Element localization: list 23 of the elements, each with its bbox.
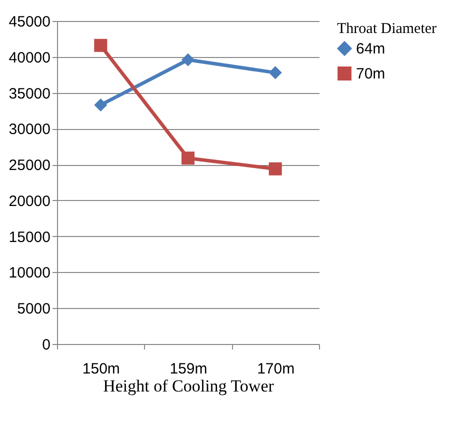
y-tick-label: 0 <box>42 336 50 354</box>
x-tick-label: 150m <box>82 360 120 378</box>
y-tick-label: 5000 <box>17 300 50 318</box>
y-tick-label: 35000 <box>8 85 50 102</box>
legend-label: 64m <box>356 40 386 58</box>
x-tick-label: 170m <box>257 360 295 378</box>
y-tick-label: 25000 <box>8 157 50 174</box>
point <box>268 66 282 80</box>
y-tick-label: 10000 <box>8 264 50 282</box>
point <box>268 162 282 176</box>
legend-label: 70m <box>356 66 386 82</box>
point <box>181 152 195 165</box>
x-axis-title: Height of Cooling Tower <box>103 376 274 396</box>
point <box>94 38 108 52</box>
y-tick-label: 20000 <box>8 192 50 210</box>
point <box>94 98 108 112</box>
x-tick-label: 159m <box>170 360 208 378</box>
y-tick-label: 30000 <box>8 121 50 138</box>
point <box>181 53 195 66</box>
y-tick-label: 45000 <box>8 14 50 30</box>
y-tick-label: 40000 <box>8 49 50 66</box>
legend-title: Throat Diameter <box>337 21 437 37</box>
y-tick-label: 15000 <box>8 228 50 246</box>
